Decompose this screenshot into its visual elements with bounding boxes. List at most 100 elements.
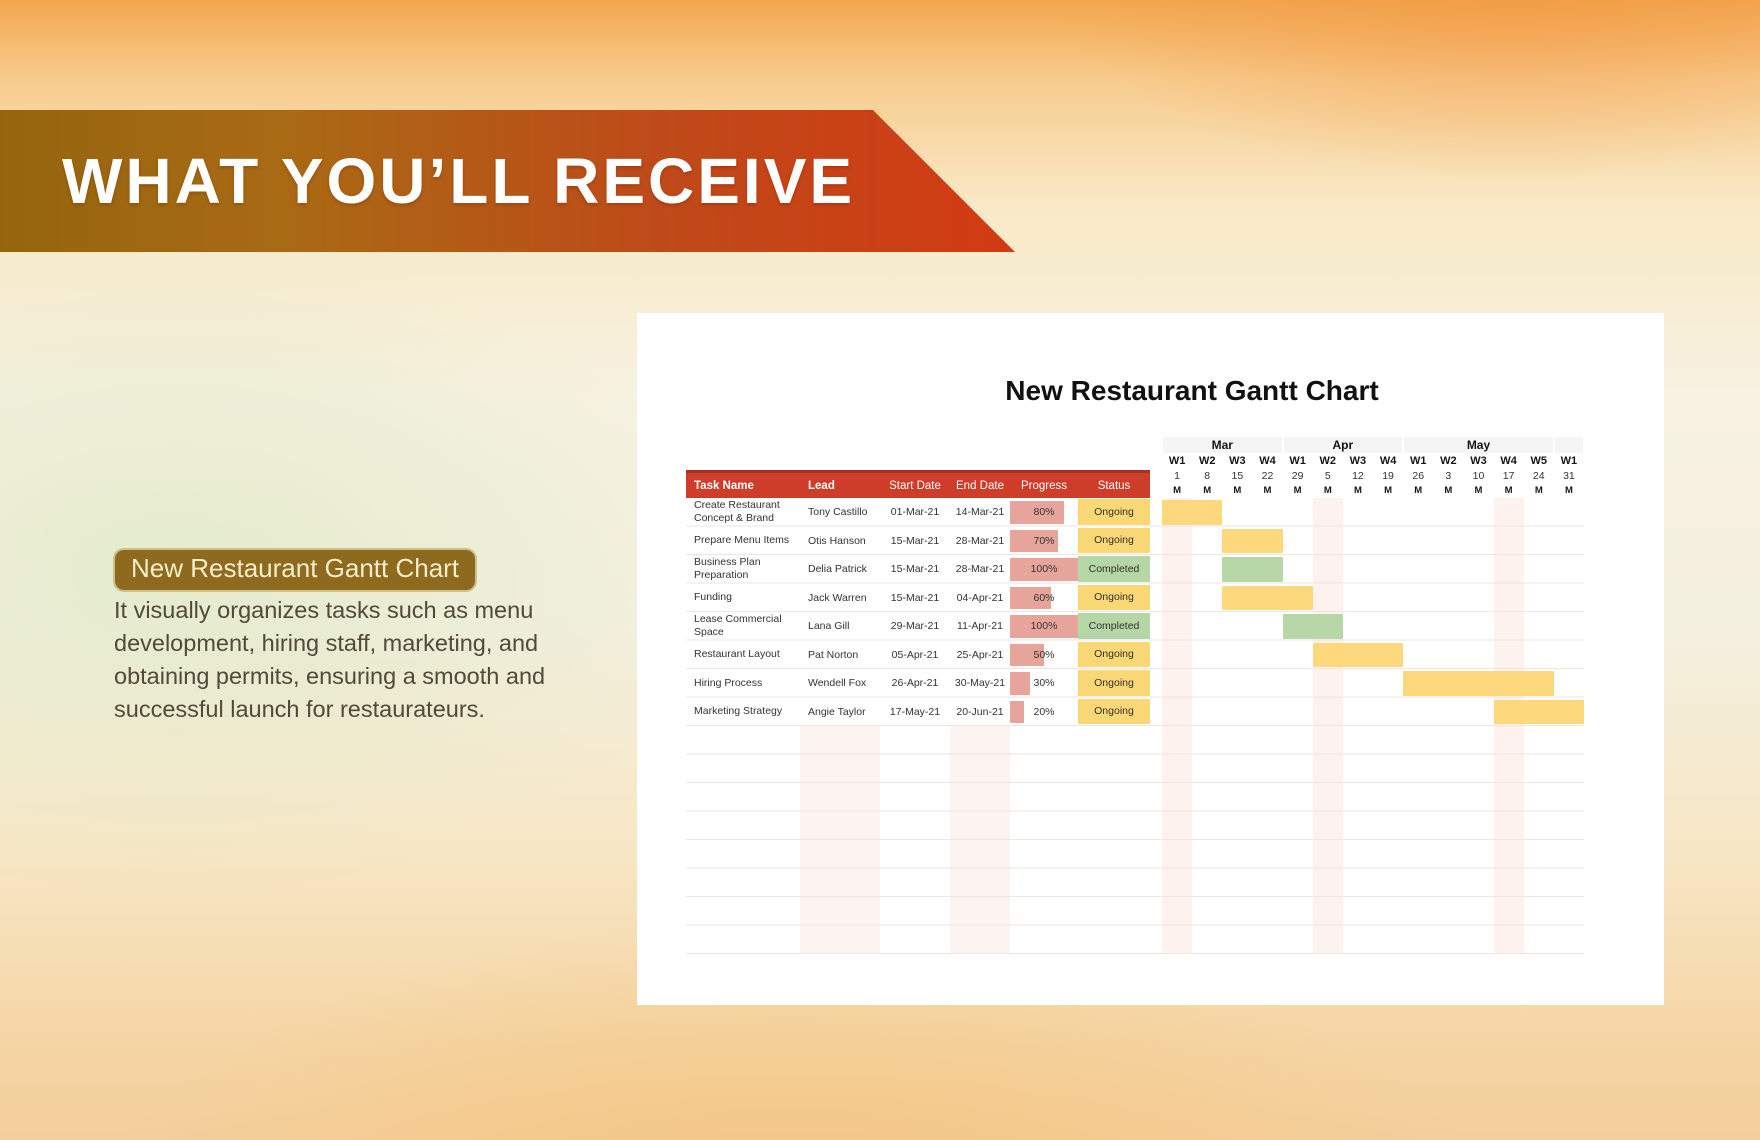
empty-end-date-column-stripe <box>950 726 1010 954</box>
start-date-cell: 26-Apr-21 <box>891 677 939 690</box>
table-body: Create Restaurant Concept & Brand Tony C… <box>686 498 1150 726</box>
status-cell: Completed <box>1078 555 1150 584</box>
day-marker: M <box>1173 485 1182 496</box>
month-group: Apr <box>1283 437 1403 453</box>
week-label: W4 <box>1259 455 1276 467</box>
progress-value: 60% <box>1033 591 1055 604</box>
progress-data-bar <box>1010 586 1051 609</box>
week-label: W1 <box>1560 455 1578 467</box>
status-cell: Ongoing <box>1078 584 1150 613</box>
start-date-cell: 15-Mar-21 <box>890 534 940 547</box>
chart-title: New Restaurant Gantt Chart <box>1005 375 1379 406</box>
gantt-bar-row <box>1162 584 1584 613</box>
lead-cell: Wendell Fox <box>808 677 867 690</box>
gantt-bar <box>1222 585 1313 610</box>
week-label: W3 <box>1229 455 1246 467</box>
gantt-bar <box>1493 699 1584 724</box>
week-start-date: 31 <box>1563 470 1575 482</box>
progress-cell: 100% <box>1010 612 1078 641</box>
lead-cell: Lana Gill <box>808 620 850 633</box>
lead-cell: Delia Patrick <box>808 563 867 576</box>
week-start-date: 26 <box>1412 470 1425 482</box>
column-header-progress: Progress <box>1020 479 1068 492</box>
progress-cell: 60% <box>1010 584 1078 613</box>
day-marker: M <box>1564 485 1573 496</box>
timeline-dates-row: 1 8 15 22 29 5 12 19 26 3 10 17 24 31 <box>1162 469 1584 483</box>
progress-cell: 70% <box>1010 527 1078 556</box>
month-group <box>1554 437 1583 453</box>
week-start-date: 17 <box>1502 470 1515 482</box>
month-label: May <box>1466 438 1491 452</box>
end-date-cell: 28-Mar-21 <box>955 563 1005 576</box>
table-row: Create Restaurant Concept & Brand Tony C… <box>686 498 1150 527</box>
month-label: Mar <box>1211 438 1233 452</box>
badge-label: New Restaurant Gantt Chart <box>131 553 460 583</box>
week-start-date: 5 <box>1324 470 1331 482</box>
column-header-status: Status <box>1097 479 1131 492</box>
gantt-bar <box>1403 671 1554 696</box>
progress-data-bar <box>1010 529 1058 552</box>
week-start-date: 15 <box>1231 470 1244 482</box>
end-date-cell: 30-May-21 <box>954 677 1006 690</box>
day-marker: M <box>1504 485 1513 496</box>
progress-cell: 20% <box>1010 698 1078 727</box>
progress-data-bar <box>1010 672 1031 695</box>
lead-cell: Jack Warren <box>808 591 867 604</box>
day-marker: M <box>1414 485 1423 496</box>
banner-title: WHAT YOU’LL RECEIVE <box>62 145 856 217</box>
table-row: Marketing Strategy Angie Taylor 17-May-2… <box>686 698 1150 727</box>
gantt-bar-row <box>1162 555 1584 584</box>
end-date-cell: 11-Apr-21 <box>957 620 1003 633</box>
task-name-cell: Create Restaurant Concept & Brand <box>694 499 780 525</box>
timeline-months-row: Mar Apr May <box>1162 437 1584 453</box>
day-marker: M <box>1323 485 1332 496</box>
start-date-cell: 05-Apr-21 <box>891 648 939 661</box>
template-name-badge: New Restaurant Gantt Chart <box>113 548 478 592</box>
lead-cell: Pat Norton <box>808 648 859 661</box>
start-date-cell: 29-Mar-21 <box>890 620 940 633</box>
gantt-bar-row <box>1162 698 1584 727</box>
status-cell: Ongoing <box>1078 698 1150 727</box>
week-label: W1 <box>1168 455 1186 467</box>
status-cell: Completed <box>1078 612 1150 641</box>
progress-value: 100% <box>1030 563 1058 576</box>
status-badge: Completed <box>1078 613 1150 639</box>
gantt-bar-row <box>1162 527 1584 556</box>
progress-data-bar <box>1010 501 1065 524</box>
task-name-cell: Business Plan Preparation <box>694 556 761 582</box>
lead-cell: Otis Hanson <box>808 534 866 547</box>
table-row: Lease Commercial Space Lana Gill 29-Mar-… <box>686 612 1150 641</box>
progress-cell: 30% <box>1010 669 1078 698</box>
task-name-cell: Restaurant Layout <box>694 648 780 661</box>
progress-data-bar <box>1010 643 1044 666</box>
progress-data-bar <box>1010 700 1024 723</box>
progress-value: 20% <box>1033 705 1055 718</box>
task-name-cell: Prepare Menu Items <box>694 534 790 547</box>
week-label: W1 <box>1409 455 1427 467</box>
table-row: Prepare Menu Items Otis Hanson 15-Mar-21… <box>686 527 1150 556</box>
task-name-cell: Funding <box>694 591 732 604</box>
week-start-date: 8 <box>1204 470 1211 482</box>
week-start-date: 24 <box>1532 470 1545 482</box>
table-row: Hiring Process Wendell Fox 26-Apr-21 30-… <box>686 669 1150 698</box>
end-date-cell: 25-Apr-21 <box>956 648 1004 661</box>
day-marker: M <box>1384 485 1393 496</box>
week-start-date: 19 <box>1382 470 1394 482</box>
progress-value: 70% <box>1033 534 1055 547</box>
status-badge: Ongoing <box>1078 584 1150 610</box>
column-header-lead: Lead <box>808 479 835 492</box>
status-badge: Ongoing <box>1078 670 1150 696</box>
empty-lead-column-stripe <box>800 726 880 954</box>
day-marker: M <box>1263 485 1272 496</box>
week-label: W2 <box>1319 455 1337 467</box>
progress-value: 50% <box>1033 648 1055 661</box>
header-banner: WHAT YOU’LL RECEIVE <box>0 110 1015 252</box>
week-label: W3 <box>1470 455 1487 467</box>
week-label: W1 <box>1289 455 1306 467</box>
gantt-bar-row <box>1162 641 1584 670</box>
status-badge: Ongoing <box>1078 499 1150 525</box>
status-badge: Ongoing <box>1078 641 1150 667</box>
progress-data-bar <box>1010 558 1078 581</box>
